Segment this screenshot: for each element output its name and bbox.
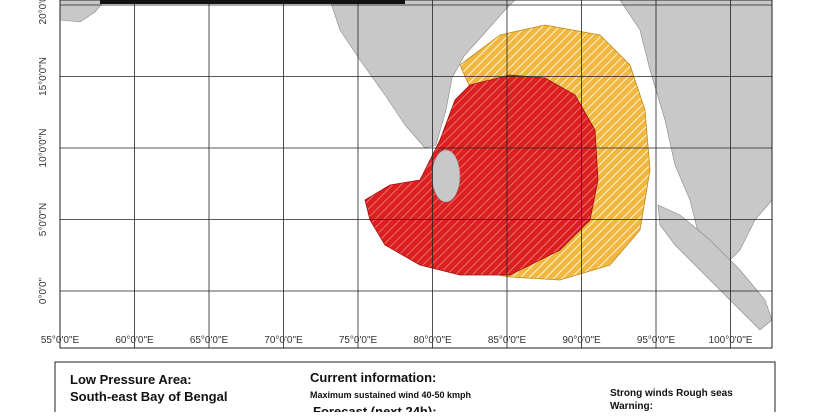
lon-label: 80°0'0"E: [413, 335, 452, 346]
lon-label: 90°0'0"E: [562, 335, 601, 346]
lon-label: 55°0'0"E: [41, 335, 80, 346]
warning-title: Warning:: [610, 401, 653, 412]
arabia-edge: [60, 0, 106, 23]
map-area: [60, 0, 772, 348]
forecast-title: Forecast (next 24h):: [313, 404, 437, 412]
current-wind: Maximum sustained wind 40-50 kmph: [310, 390, 471, 400]
info-panel: [54, 361, 776, 415]
lon-label: 75°0'0"E: [339, 335, 378, 346]
lat-label: 5°0'0"N: [38, 203, 49, 236]
india: [329, 0, 516, 149]
lon-label: 60°0'0"E: [115, 335, 154, 346]
graticule-labels: 55°0'0"E 60°0'0"E 65°0'0"E 70°0'0"E 75°0'0"E…: [38, 0, 753, 346]
lon-label: 95°0'0"E: [637, 335, 676, 346]
graticule: [60, 0, 772, 348]
title-bar: [100, 0, 405, 4]
lon-label: 65°0'0"E: [190, 335, 229, 346]
warning-text: Strong winds Rough seas: [610, 388, 733, 399]
sri-lanka-top: [431, 149, 461, 203]
current-title: Current information:: [310, 370, 436, 385]
lon-label: 85°0'0"E: [488, 335, 527, 346]
lat-label: 0°0'0": [38, 277, 49, 304]
lat-label: 15°0'0"N: [38, 57, 49, 96]
system-type: Low Pressure Area:: [70, 372, 192, 387]
lon-label: 100°0'0"E: [709, 335, 753, 346]
system-location: South-east Bay of Bengal: [70, 389, 227, 404]
sumatra: [657, 204, 772, 331]
map-frame: [59, 0, 773, 349]
inner-zone: [364, 74, 599, 276]
lat-label: 10°0'0"N: [38, 129, 49, 168]
lon-label: 70°0'0"E: [264, 335, 303, 346]
lat-label: 20°0'0"N: [38, 0, 49, 24]
